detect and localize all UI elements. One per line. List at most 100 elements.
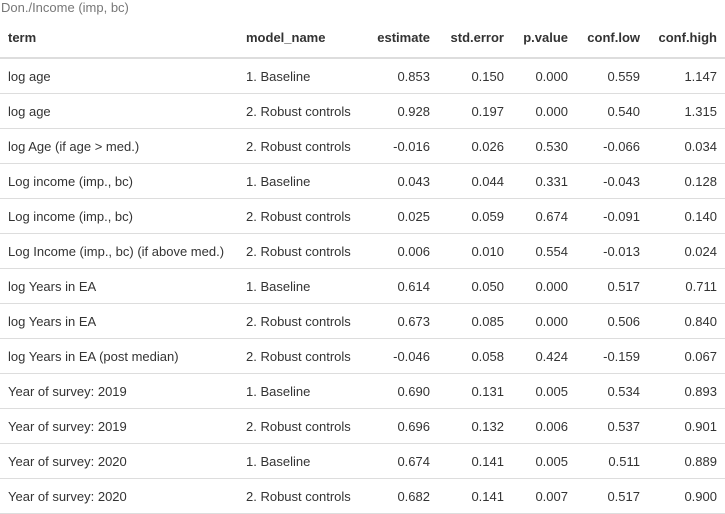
cell-term: log age	[0, 58, 238, 94]
cell-p-value: 0.554	[512, 233, 576, 269]
column-header-estimate: estimate	[363, 17, 438, 59]
cell-conf-low: -0.159	[576, 338, 648, 374]
cell-std-error: 0.026	[438, 128, 512, 164]
cell-estimate: 0.006	[363, 233, 438, 269]
cell-model-name: 2. Robust controls	[238, 303, 363, 339]
cell-std-error: 0.141	[438, 443, 512, 479]
cell-model-name: 2. Robust controls	[238, 233, 363, 269]
cell-model-name: 2. Robust controls	[238, 408, 363, 444]
cell-p-value: 0.000	[512, 303, 576, 339]
column-header-conf-low: conf.low	[576, 17, 648, 59]
table-row: Year of survey: 2019 1. Baseline 0.690 0.13…	[0, 373, 725, 409]
column-header-p-value: p.value	[512, 17, 576, 59]
cell-term: Log income (imp., bc)	[0, 163, 238, 199]
cell-std-error: 0.131	[438, 373, 512, 409]
cell-p-value: 0.000	[512, 58, 576, 94]
cell-model-name: 2. Robust controls	[238, 128, 363, 164]
cell-term: log Age (if age > med.)	[0, 128, 238, 164]
cell-estimate: 0.696	[363, 408, 438, 444]
cell-conf-high: 1.315	[648, 93, 725, 129]
cell-conf-low: -0.043	[576, 163, 648, 199]
cell-conf-low: -0.013	[576, 233, 648, 269]
cell-conf-high: 0.901	[648, 408, 725, 444]
cell-p-value: 0.000	[512, 268, 576, 304]
cell-p-value: 0.424	[512, 338, 576, 374]
cell-conf-high: 0.128	[648, 163, 725, 199]
cell-p-value: 0.000	[512, 93, 576, 129]
cell-term: Year of survey: 2019	[0, 408, 238, 444]
cell-std-error: 0.085	[438, 303, 512, 339]
cell-p-value: 0.674	[512, 198, 576, 234]
cell-estimate: 0.614	[363, 268, 438, 304]
cell-term: log Years in EA	[0, 303, 238, 339]
cell-term: Log income (imp., bc)	[0, 198, 238, 234]
cell-conf-high: 0.140	[648, 198, 725, 234]
cell-model-name: 2. Robust controls	[238, 338, 363, 374]
cell-model-name: 2. Robust controls	[238, 198, 363, 234]
cell-p-value: 0.006	[512, 408, 576, 444]
cell-term: Log Income (imp., bc) (if above med.)	[0, 233, 238, 269]
cell-conf-high: 0.900	[648, 478, 725, 514]
cell-conf-low: 0.559	[576, 58, 648, 94]
column-header-std-error: std.error	[438, 17, 512, 59]
table-row: Year of survey: 2020 2. Robust controls 0.…	[0, 478, 725, 514]
table-row: log age 1. Baseline 0.853 0.150 0.000 0.559 1.…	[0, 58, 725, 94]
cell-std-error: 0.150	[438, 58, 512, 94]
cell-term: Year of survey: 2020	[0, 478, 238, 514]
cell-conf-low: -0.066	[576, 128, 648, 164]
table-body: log age 1. Baseline 0.853 0.150 0.000 0.559 1.…	[0, 58, 725, 514]
cell-estimate: 0.928	[363, 93, 438, 129]
table-row: log Years in EA 2. Robust controls 0.673 0.…	[0, 303, 725, 339]
cell-p-value: 0.007	[512, 478, 576, 514]
cell-estimate: 0.853	[363, 58, 438, 94]
cell-std-error: 0.197	[438, 93, 512, 129]
cell-std-error: 0.059	[438, 198, 512, 234]
cell-std-error: 0.050	[438, 268, 512, 304]
table-row: log Years in EA 1. Baseline 0.614 0.050 0.00…	[0, 268, 725, 304]
cell-p-value: 0.005	[512, 373, 576, 409]
cell-conf-high: 0.889	[648, 443, 725, 479]
cell-std-error: 0.141	[438, 478, 512, 514]
cell-estimate: 0.690	[363, 373, 438, 409]
cell-conf-high: 1.147	[648, 58, 725, 94]
cell-conf-low: -0.091	[576, 198, 648, 234]
cell-conf-low: 0.534	[576, 373, 648, 409]
results-table: term model_name estimate std.error p.val…	[0, 17, 725, 514]
cell-estimate: 0.674	[363, 443, 438, 479]
cell-conf-low: 0.511	[576, 443, 648, 479]
cell-std-error: 0.010	[438, 233, 512, 269]
table-row: log Years in EA (post median) 2. Robust c…	[0, 338, 725, 374]
cell-estimate: -0.016	[363, 128, 438, 164]
cell-model-name: 1. Baseline	[238, 443, 363, 479]
cell-p-value: 0.530	[512, 128, 576, 164]
cell-conf-high: 0.024	[648, 233, 725, 269]
cell-p-value: 0.005	[512, 443, 576, 479]
cell-estimate: 0.673	[363, 303, 438, 339]
cell-conf-low: 0.517	[576, 478, 648, 514]
table-header: term model_name estimate std.error p.val…	[0, 17, 725, 59]
cell-p-value: 0.331	[512, 163, 576, 199]
table-row: log age 2. Robust controls 0.928 0.197 0.000…	[0, 93, 725, 129]
column-header-conf-high: conf.high	[648, 17, 725, 59]
cell-conf-low: 0.540	[576, 93, 648, 129]
cell-term: log Years in EA (post median)	[0, 338, 238, 374]
header-row: term model_name estimate std.error p.val…	[0, 17, 725, 59]
cell-term: Year of survey: 2020	[0, 443, 238, 479]
cell-model-name: 2. Robust controls	[238, 93, 363, 129]
table-row: Log Income (imp., bc) (if above med.) 2. …	[0, 233, 725, 269]
cell-conf-low: 0.506	[576, 303, 648, 339]
cell-model-name: 1. Baseline	[238, 268, 363, 304]
table-row: Log income (imp., bc) 1. Baseline 0.043 0.0…	[0, 163, 725, 199]
cell-conf-low: 0.537	[576, 408, 648, 444]
cell-model-name: 1. Baseline	[238, 58, 363, 94]
cell-conf-high: 0.893	[648, 373, 725, 409]
cell-estimate: 0.025	[363, 198, 438, 234]
cell-conf-high: 0.711	[648, 268, 725, 304]
cell-conf-high: 0.840	[648, 303, 725, 339]
table-row: Year of survey: 2020 1. Baseline 0.674 0.14…	[0, 443, 725, 479]
cell-model-name: 1. Baseline	[238, 163, 363, 199]
cell-std-error: 0.132	[438, 408, 512, 444]
table-row: Year of survey: 2019 2. Robust controls 0.…	[0, 408, 725, 444]
cell-conf-high: 0.067	[648, 338, 725, 374]
cell-conf-high: 0.034	[648, 128, 725, 164]
